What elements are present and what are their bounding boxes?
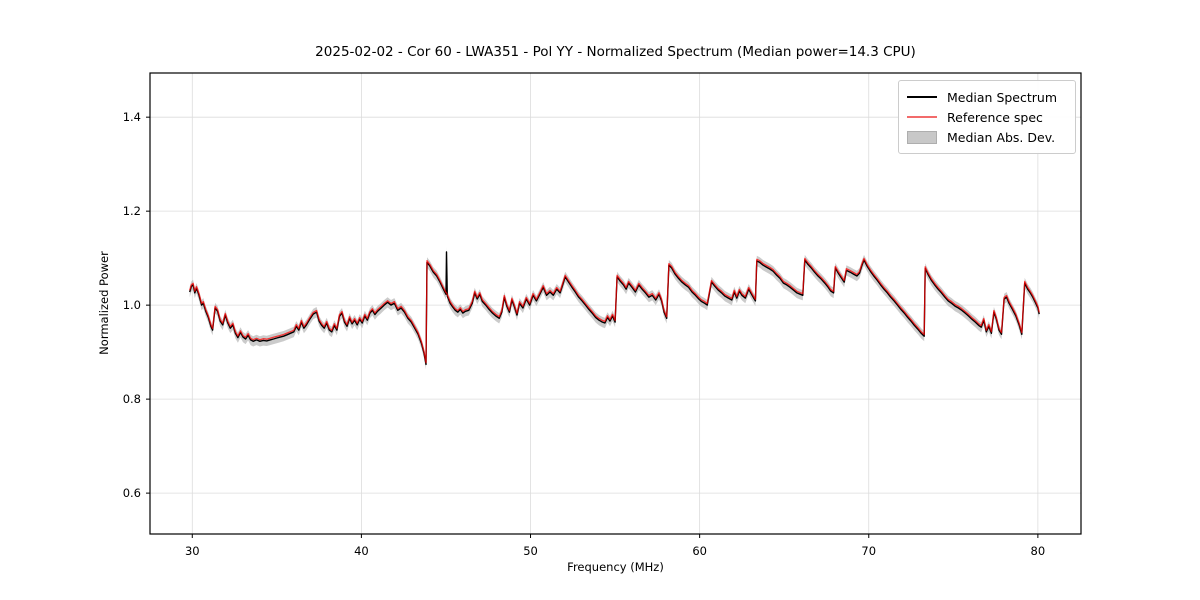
y-tick-label: 1.4 bbox=[123, 110, 141, 124]
axes-frame bbox=[149, 72, 1082, 535]
y-axis-label: Normalized Power bbox=[97, 251, 111, 355]
legend-label: Median Abs. Dev. bbox=[947, 129, 1056, 145]
mad-band bbox=[189, 246, 1040, 370]
x-tick-label: 60 bbox=[692, 544, 707, 558]
y-tick-label: 1.0 bbox=[123, 298, 141, 312]
legend-item: Reference spec bbox=[907, 107, 1067, 127]
x-tick-label: 30 bbox=[185, 544, 200, 558]
x-tick-label: 50 bbox=[523, 544, 538, 558]
y-tick-label: 1.2 bbox=[123, 204, 141, 218]
legend-item: Median Spectrum bbox=[907, 87, 1067, 107]
legend-line-swatch bbox=[907, 96, 937, 98]
y-tick-label: 0.8 bbox=[123, 392, 141, 406]
legend-patch-swatch bbox=[907, 130, 937, 144]
legend-label: Reference spec bbox=[947, 109, 1043, 125]
legend-item: Median Abs. Dev. bbox=[907, 127, 1067, 147]
median-spectrum-line bbox=[189, 251, 1040, 366]
x-tick-label: 70 bbox=[861, 544, 876, 558]
x-axis-label: Frequency (MHz) bbox=[567, 560, 664, 574]
y-tick-label: 0.6 bbox=[123, 486, 141, 500]
x-tick-label: 80 bbox=[1031, 544, 1046, 558]
chart-title: 2025-02-02 - Cor 60 - LWA351 - Pol YY - … bbox=[315, 44, 916, 60]
legend: Median Spectrum Reference spec Median Abs.… bbox=[898, 80, 1076, 154]
reference-spec-line bbox=[189, 257, 1040, 364]
legend-line-swatch bbox=[907, 116, 937, 118]
x-tick-label: 40 bbox=[354, 544, 369, 558]
legend-label: Median Spectrum bbox=[947, 89, 1058, 105]
